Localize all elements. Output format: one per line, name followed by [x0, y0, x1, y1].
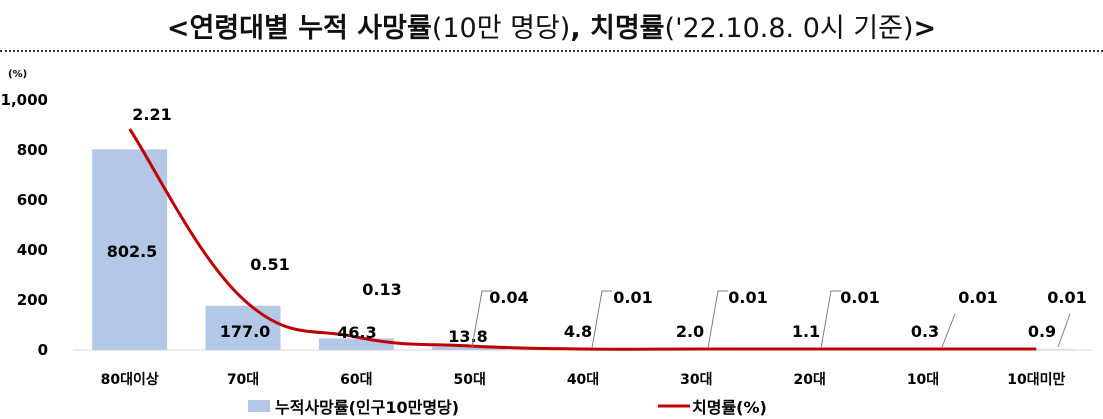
- x-category-label: 30대: [680, 372, 712, 388]
- bar-value-label: 46.3: [337, 323, 376, 342]
- fatality-rate-line: [128, 128, 1037, 351]
- line-value-label: 0.01: [1047, 288, 1086, 307]
- title-part3: , 치명률: [570, 13, 665, 44]
- y-tick-label: 600: [17, 191, 48, 209]
- title-part2: (10만 명당): [431, 13, 571, 44]
- line-value-label: 0.01: [613, 288, 652, 307]
- bar-value-label: 4.8: [564, 322, 592, 341]
- bar-value-label: 0.3: [911, 322, 939, 341]
- bar-value-label: 802.5: [107, 242, 158, 261]
- line-value-label: 0.13: [362, 280, 401, 299]
- y-axis-unit: (%): [8, 69, 27, 80]
- line-value-label: 0.04: [489, 288, 528, 307]
- bar: [318, 338, 394, 350]
- leader-line: [1057, 313, 1071, 348]
- leader-line: [591, 290, 612, 349]
- x-category-label: 50대: [453, 372, 485, 388]
- leader-line: [707, 290, 728, 349]
- bar: [205, 305, 281, 350]
- y-tick-label: 1,000: [1, 91, 48, 109]
- x-category-label: 10대: [907, 372, 939, 388]
- bar-value-label: 0.9: [1028, 322, 1056, 341]
- title-part5: >: [913, 13, 937, 44]
- title-divider: [0, 50, 1103, 52]
- title-part4: ('22.10.8. 0시 기준): [664, 13, 914, 44]
- x-category-label: 40대: [567, 372, 599, 388]
- x-category-label: 80대이상: [101, 371, 159, 388]
- bar: [92, 149, 168, 350]
- leader-line: [941, 313, 956, 348]
- line-value-label: 0.01: [958, 288, 997, 307]
- bar-value-label: 1.1: [792, 322, 820, 341]
- x-category-label: 60대: [340, 372, 372, 388]
- bar-value-label: 13.8: [448, 327, 487, 346]
- leader-line: [471, 290, 492, 348]
- bar-value-label: 177.0: [220, 322, 271, 341]
- x-category-label: 10대미만: [1007, 372, 1065, 388]
- line-value-label: 0.01: [840, 288, 879, 307]
- title-part1: <연령대별 누적 사망률: [166, 13, 432, 44]
- x-category-label: 20대: [793, 372, 825, 388]
- leader-line: [820, 290, 841, 349]
- y-tick-label: 0: [38, 341, 48, 359]
- line-value-label: 0.51: [250, 255, 289, 274]
- x-category-label: 70대: [227, 372, 259, 388]
- y-tick-label: 400: [17, 241, 48, 259]
- bar-value-label: 2.0: [676, 322, 704, 341]
- legend-swatch-bar: [248, 400, 270, 412]
- line-value-label: 2.21: [132, 105, 171, 124]
- y-tick-label: 200: [17, 291, 48, 309]
- bar: [432, 346, 508, 350]
- chart-title: <연령대별 누적 사망률(10만 명당), 치명률('22.10.8. 0시 기…: [0, 6, 1103, 45]
- legend-label-bar: 누적사망률(인구10만명당): [275, 398, 459, 417]
- y-tick-label: 800: [17, 141, 48, 159]
- legend-label-line: 치명률(%): [692, 398, 767, 417]
- line-value-label: 0.01: [728, 288, 767, 307]
